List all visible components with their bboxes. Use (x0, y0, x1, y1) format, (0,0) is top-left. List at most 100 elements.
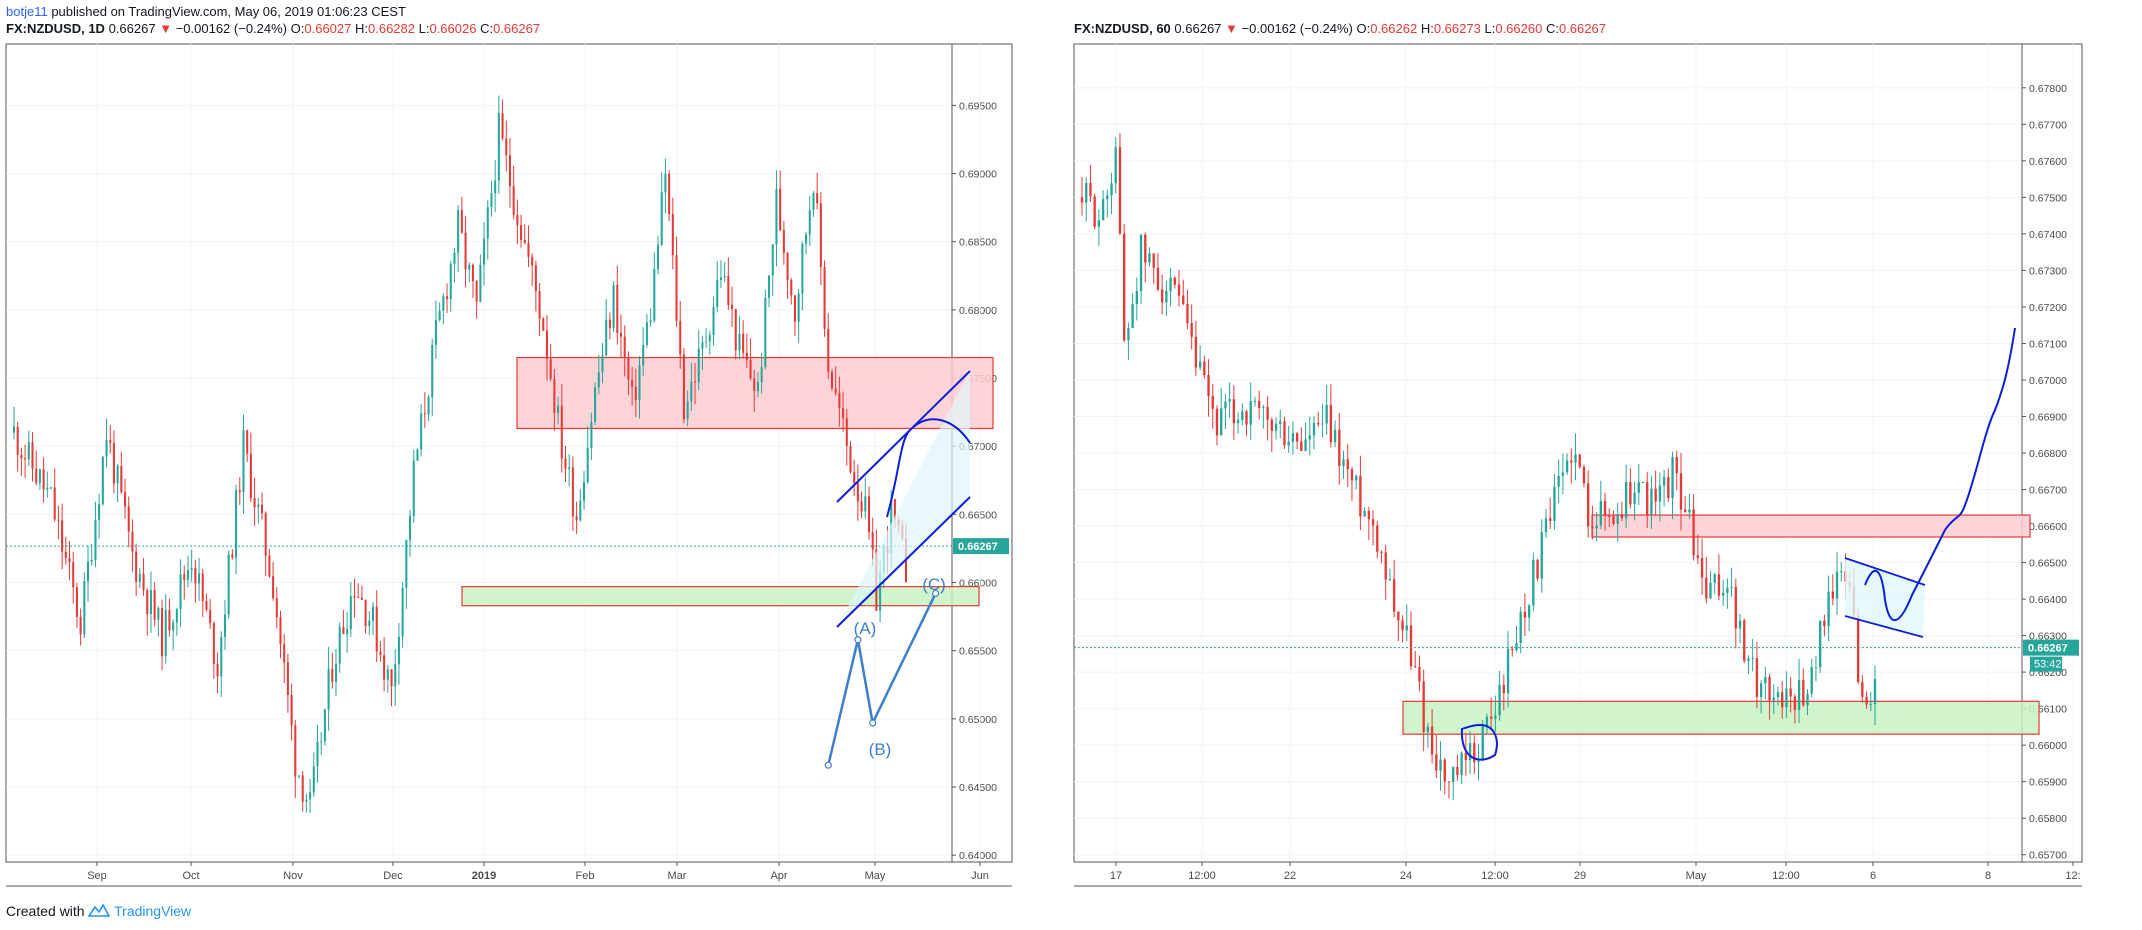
y-tick-label: 0.69500 (959, 100, 997, 112)
candle-body (1772, 697, 1775, 701)
candle-body (383, 655, 386, 680)
candle-body (534, 265, 537, 292)
abc-wave-line[interactable] (827, 592, 937, 766)
publish-info: botje11 published on TradingView.com, Ma… (6, 4, 406, 19)
candle-body (12, 426, 16, 433)
channel-lower-line[interactable] (836, 496, 971, 628)
daily-chart[interactable]: 0.695000.690000.685000.680000.675000.670… (5, 43, 1013, 887)
candle-body (38, 469, 41, 483)
chart-2-legend: FX:NZDUSD, 60 0.66267 ▼ −0.00162 (−0.24%… (1074, 21, 1606, 36)
y-tick-label: 0.66300 (2029, 631, 2067, 643)
candle-body (1654, 488, 1657, 502)
candle-body (723, 275, 726, 278)
candle-body (1823, 620, 1826, 627)
candle-body (64, 551, 67, 559)
candle-body (49, 487, 53, 489)
projection-curve[interactable] (1864, 327, 2016, 622)
candle-body (124, 492, 127, 507)
candle-body (1785, 688, 1788, 708)
candle-body (749, 359, 752, 379)
candle-body (423, 413, 426, 415)
candle-body (594, 387, 597, 423)
candle-body (1667, 477, 1670, 499)
candle-body (1709, 582, 1712, 599)
candle-body (16, 426, 19, 455)
candle-body (1498, 684, 1501, 716)
candle-body (1435, 754, 1438, 771)
candle-body (823, 267, 826, 329)
circle-annotation[interactable] (1460, 723, 1498, 761)
candle-body (61, 520, 64, 552)
wave-point[interactable] (932, 589, 940, 598)
candle-body (1768, 676, 1771, 701)
candle-body (1418, 666, 1421, 682)
candle-body (279, 617, 282, 645)
wave-point[interactable] (869, 719, 877, 727)
candle-body (1473, 743, 1476, 763)
candle-body (394, 664, 397, 687)
candle-body (490, 193, 493, 208)
y-tick-label: 0.67000 (2029, 375, 2067, 387)
last-price: 0.66267 (108, 21, 156, 36)
candle-body (557, 405, 560, 413)
support-zone[interactable] (1402, 700, 2040, 735)
hourly-chart[interactable]: 0.67800 0.67700 0.67600 0.67500 0.67400 0.673… (1073, 43, 2083, 887)
candle-body (268, 555, 271, 577)
candle-body (112, 443, 115, 484)
resistance-zone[interactable] (1591, 514, 2031, 538)
candle-body (1650, 488, 1653, 515)
candle-body (109, 440, 112, 444)
candle-body (216, 663, 219, 677)
candle-body (235, 490, 238, 558)
wave-point[interactable] (824, 761, 832, 769)
candle-body (31, 442, 34, 469)
candle-body (760, 367, 763, 383)
resistance-zone[interactable] (516, 356, 994, 430)
candle-body (1304, 439, 1307, 452)
support-zone[interactable] (461, 586, 980, 607)
candle-body (893, 499, 896, 520)
candle-body (1751, 658, 1754, 660)
candle-body (790, 280, 793, 296)
candle-body (1781, 692, 1784, 708)
candle-body (1397, 611, 1400, 621)
wave-point[interactable] (854, 636, 862, 644)
candle-body (1249, 401, 1252, 425)
author-link[interactable]: botje11 (6, 4, 48, 19)
projection-curve[interactable] (886, 418, 971, 518)
candle-body (645, 322, 648, 345)
y-tick-label: 0.67200 (2029, 302, 2067, 314)
candle-body (246, 430, 249, 454)
candle-body (564, 458, 567, 469)
candle-body (827, 328, 830, 373)
candle-body (305, 799, 308, 802)
candle-body (75, 587, 78, 617)
candle-body (1540, 532, 1543, 579)
candle-body (1633, 492, 1636, 505)
candle-body (805, 234, 808, 244)
tradingview-link[interactable]: TradingView (114, 903, 192, 919)
candle-body (264, 513, 267, 556)
channel-upper-line[interactable] (836, 370, 971, 503)
candle-body (879, 572, 882, 611)
x-tick-label: Sep (87, 870, 107, 882)
candle-body (819, 203, 822, 268)
candle-body (512, 186, 515, 215)
candle-body (1317, 422, 1320, 425)
candle-body (619, 333, 623, 337)
candle-body (494, 180, 497, 194)
candle-body (446, 296, 449, 300)
candle-body (1776, 692, 1780, 698)
wedge-upper-line[interactable] (1844, 557, 1926, 586)
candle-body (501, 113, 504, 139)
candle-body (853, 471, 856, 483)
candle-body (1300, 441, 1303, 452)
wedge-lower-line[interactable] (1844, 615, 1924, 638)
candle-body (1329, 404, 1333, 443)
candle-body (1734, 586, 1737, 629)
candle-body (523, 239, 526, 243)
low-value: 0.66026 (429, 21, 477, 36)
candle-body (1662, 477, 1666, 486)
candle-body (1700, 557, 1704, 578)
